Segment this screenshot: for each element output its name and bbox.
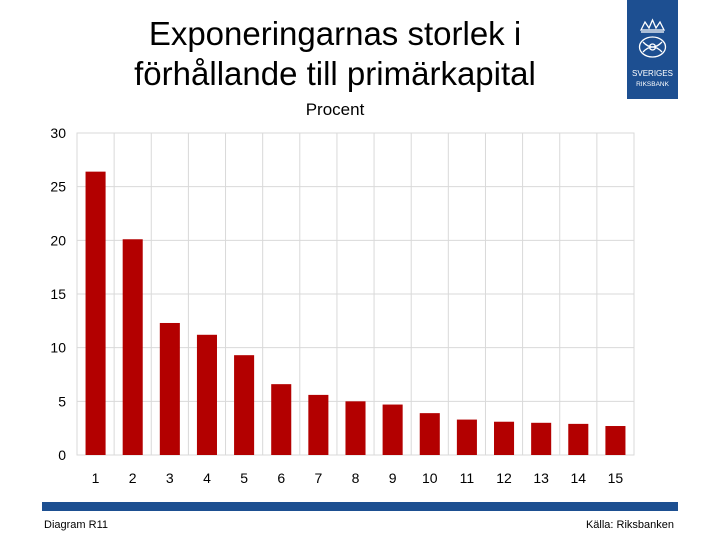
page-title: Exponeringarnas storlek i förhållande ti… xyxy=(60,14,610,94)
grid-layer xyxy=(76,132,635,456)
source-label: Källa: Riksbanken xyxy=(585,519,674,531)
y-tick-label: 10 xyxy=(50,340,66,356)
chart-subtitle: Procent xyxy=(305,100,365,119)
footer-bar xyxy=(42,502,678,511)
bar xyxy=(159,322,180,455)
x-tick-label: 11 xyxy=(460,470,475,486)
x-tick-label: 10 xyxy=(422,470,438,486)
bar xyxy=(456,419,477,455)
x-tick-label: 14 xyxy=(571,470,587,486)
bar xyxy=(196,334,217,455)
x-tick-label: 8 xyxy=(352,470,360,486)
y-tick-label: 30 xyxy=(50,125,66,141)
bar xyxy=(494,421,515,455)
title-line-2: förhållande till primärkapital xyxy=(134,55,536,92)
x-axis-ticks: 1 2 3 4 5 6 7 8 9 10 11 12 13 14 15 xyxy=(92,470,624,486)
bar xyxy=(419,413,440,455)
x-tick-label: 13 xyxy=(533,470,549,486)
x-tick-label: 4 xyxy=(203,470,211,486)
x-tick-label: 6 xyxy=(277,470,285,486)
logo-text-2: RIKSBANK xyxy=(636,81,670,88)
bar xyxy=(122,239,143,455)
x-tick-label: 12 xyxy=(496,470,512,486)
logo-text-1: SVERIGES xyxy=(632,69,673,78)
x-tick-label: 3 xyxy=(166,470,174,486)
bar xyxy=(271,384,292,455)
bar-layer xyxy=(85,171,626,455)
y-axis-ticks: 0 5 10 15 20 25 30 xyxy=(50,125,66,463)
bar xyxy=(605,426,626,455)
y-tick-label: 5 xyxy=(58,393,66,409)
y-tick-label: 0 xyxy=(58,447,66,463)
x-tick-label: 2 xyxy=(129,470,137,486)
x-tick-label: 15 xyxy=(608,470,624,486)
bar xyxy=(531,422,552,455)
crown-emblem-icon: SVERIGES RIKSBANK xyxy=(632,18,673,88)
title-line-1: Exponeringarnas storlek i xyxy=(148,15,522,52)
y-tick-label: 25 xyxy=(50,179,66,195)
x-tick-label: 7 xyxy=(314,470,322,486)
bar xyxy=(568,423,589,455)
x-tick-label: 1 xyxy=(92,470,100,486)
bar xyxy=(382,404,403,455)
diagram-label: Diagram R11 xyxy=(44,519,108,531)
x-tick-label: 9 xyxy=(389,470,397,486)
y-tick-label: 20 xyxy=(50,232,66,248)
bar xyxy=(234,355,255,455)
bar xyxy=(345,401,366,455)
bar xyxy=(85,171,106,455)
riksbank-logo: SVERIGES RIKSBANK xyxy=(627,0,678,99)
x-tick-label: 5 xyxy=(240,470,248,486)
bar xyxy=(308,394,329,455)
y-tick-label: 15 xyxy=(50,286,66,302)
